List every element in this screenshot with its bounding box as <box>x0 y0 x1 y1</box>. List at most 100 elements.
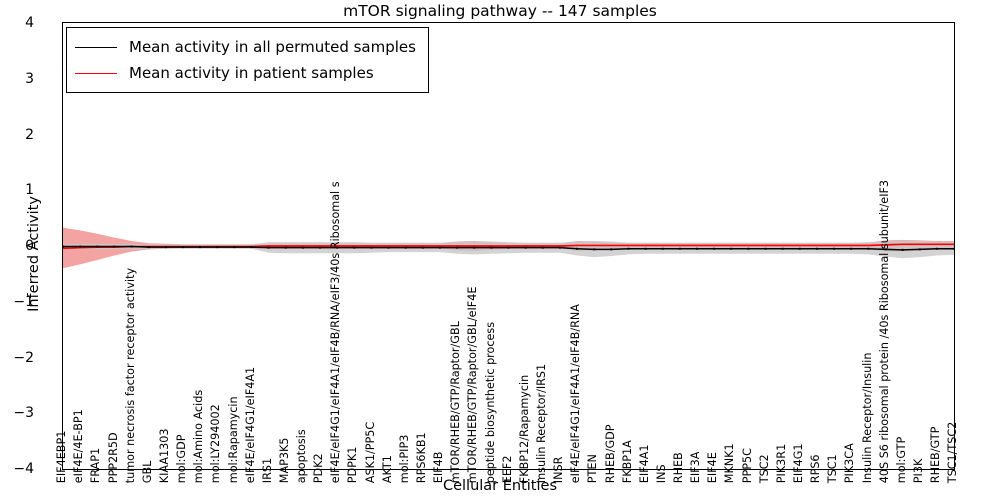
series-marker-permuted <box>63 245 64 248</box>
plot-area <box>62 22 955 470</box>
x-tick-label: peptide biosynthetic process <box>483 321 497 484</box>
legend: Mean activity in all permuted samples Me… <box>66 27 429 93</box>
series-marker-permuted <box>713 247 716 250</box>
series-marker-permuted <box>524 246 527 249</box>
legend-swatch-permuted <box>75 46 117 48</box>
x-tick-label: EIF4E <box>706 452 720 484</box>
x-tick-label: PPP5C <box>740 448 754 484</box>
series-marker-permuted <box>353 246 356 249</box>
x-tick-label: eIF4E/eIF4G1/eIF4A1/eIF4B/RNA/eIF3/40s R… <box>329 181 343 484</box>
x-tick-label: EEF2 <box>500 455 514 484</box>
x-tick-label: mol:Amino Acids <box>192 389 206 484</box>
x-tick-label: Insulin Receptor/Insulin <box>860 352 874 484</box>
y-tick-label: −2 <box>13 349 34 366</box>
series-marker-permuted <box>764 247 767 250</box>
series-marker-permuted <box>867 247 870 250</box>
series-marker-permuted <box>695 247 698 250</box>
series-marker-permuted <box>678 247 681 250</box>
x-tick-label: FRAP1 <box>89 447 103 484</box>
x-tick-label: PI3K <box>911 458 925 484</box>
x-tick-label: Insulin Receptor/IRS1 <box>534 363 548 484</box>
series-marker-permuted <box>747 247 750 250</box>
legend-label-permuted: Mean activity in all permuted samples <box>129 38 416 56</box>
x-tick-label: IRS1 <box>260 457 274 484</box>
series-marker-permuted <box>96 245 99 248</box>
x-tick-label: TSC1/TSC2 <box>945 421 959 484</box>
x-tick-label: mol:GTP <box>894 436 908 484</box>
series-marker-permuted <box>610 248 613 251</box>
series-marker-permuted <box>438 246 441 249</box>
series-marker-permuted <box>181 246 184 249</box>
x-tick-label: mol:GDP <box>174 434 188 484</box>
x-tick-label: RHEB <box>671 452 685 484</box>
series-marker-permuted <box>370 246 373 249</box>
y-tick-label: −3 <box>13 405 34 422</box>
x-tick-label: MAP3K5 <box>277 437 291 484</box>
legend-item-patient: Mean activity in patient samples <box>75 60 416 86</box>
x-tick-label: 40S S6 ribosomal protein /40s Ribosomal … <box>877 179 891 484</box>
y-tick-label: 0 <box>25 238 34 254</box>
series-marker-permuted <box>593 248 596 251</box>
x-tick-label: RPS6KB1 <box>414 432 428 484</box>
x-tick-label: PIK3R1 <box>774 443 788 484</box>
series-marker-permuted <box>319 246 322 249</box>
series-marker-permuted <box>884 248 887 251</box>
x-tick-label: PPP2R5D <box>106 432 120 484</box>
x-tick-label: RHEB/GTP <box>928 426 942 484</box>
series-marker-permuted <box>490 246 493 249</box>
x-tick-label: eIF4E/eIF4G1/eIF4A1 <box>243 366 257 484</box>
series-marker-permuted <box>233 246 236 249</box>
x-tick-label: ASK1/PP5C <box>363 421 377 484</box>
series-marker-permuted <box>79 245 82 248</box>
x-tick-label: EIF3A <box>688 451 702 484</box>
x-tick-label: INSR <box>551 456 565 484</box>
x-tick-label: FKBP12/Rapamycin <box>517 374 531 484</box>
series-marker-permuted <box>661 247 664 250</box>
series-marker-permuted <box>421 246 424 249</box>
series-marker-permuted <box>267 246 270 249</box>
x-tick-label: apoptosis <box>294 429 308 484</box>
series-marker-permuted <box>815 247 818 250</box>
chart-title: mTOR signaling pathway -- 147 samples <box>343 2 657 20</box>
x-tick-label: mTOR/RHEB/GTP/Raptor/GBL <box>449 321 463 484</box>
x-tick-label: RHEB/GDP <box>603 424 617 484</box>
x-tick-label: TSC1 <box>826 454 840 484</box>
series-marker-permuted <box>507 246 510 249</box>
x-tick-label: EIF4G1 <box>791 443 805 484</box>
series-marker-permuted <box>284 246 287 249</box>
series-canvas <box>63 227 954 269</box>
x-tick-label: PIK3CA <box>843 443 857 484</box>
x-tick-label: EIF4B <box>431 451 445 484</box>
x-tick-label: mol:PIP3 <box>397 434 411 484</box>
legend-swatch-patient <box>75 72 117 74</box>
x-tick-label: tumor necrosis factor receptor activity <box>123 267 137 484</box>
x-tick-label: PDPK1 <box>346 446 360 484</box>
x-tick-label: RPS6 <box>808 454 822 484</box>
x-tick-label: PDK2 <box>312 453 326 484</box>
series-marker-permuted <box>850 247 853 250</box>
series-marker-permuted <box>798 247 801 250</box>
series-marker-permuted <box>164 246 167 249</box>
series-marker-permuted <box>216 246 219 249</box>
y-tick-label: 4 <box>25 15 34 31</box>
x-tick-label: GBL <box>140 460 154 484</box>
x-tick-label: KIAA1303 <box>157 428 171 484</box>
y-tick-label: −1 <box>13 293 34 310</box>
y-tick-label: 2 <box>25 126 34 143</box>
series-marker-permuted <box>901 248 904 251</box>
x-tick-label: EIF4A1 <box>637 444 651 484</box>
series-marker-permuted <box>541 246 544 249</box>
x-tick-label: mTOR/RHEB/GTP/Raptor/GBL/eIF4E <box>466 286 480 484</box>
series-marker-permuted <box>918 248 921 251</box>
x-tick-label: eIF4E/4E-BP1 <box>72 409 86 484</box>
series-marker-permuted <box>456 246 459 249</box>
series-marker-permuted <box>781 247 784 250</box>
series-marker-permuted <box>336 246 339 249</box>
x-tick-label: INS <box>654 464 668 484</box>
series-marker-permuted <box>130 245 133 248</box>
x-tick-label: mol:Rapamycin <box>226 396 240 484</box>
series-marker-permuted <box>147 246 150 249</box>
x-tick-label: FKBP1A <box>620 440 634 484</box>
series-marker-permuted <box>644 247 647 250</box>
